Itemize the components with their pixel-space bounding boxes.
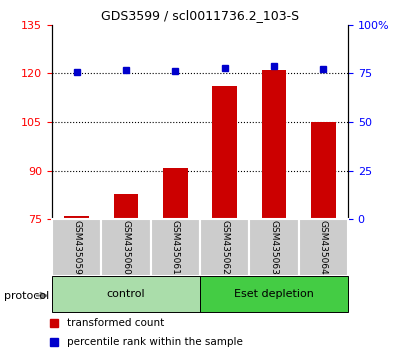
Bar (311, 122, 336, 219)
Text: GSM435060: GSM435060 (122, 220, 130, 275)
Bar (299, 219, 348, 276)
Text: GSM435061: GSM435061 (171, 220, 180, 275)
Text: percentile rank within the sample: percentile rank within the sample (67, 337, 243, 347)
Bar (114, 194, 138, 219)
Bar (151, 219, 200, 276)
Text: GSM435062: GSM435062 (220, 221, 229, 275)
Text: Eset depletion: Eset depletion (234, 289, 314, 299)
Bar (163, 167, 188, 219)
Text: transformed count: transformed count (67, 318, 164, 329)
Bar (249, 219, 299, 276)
Bar (262, 70, 286, 219)
Bar (200, 276, 348, 312)
Text: GSM435063: GSM435063 (270, 220, 278, 275)
Bar (52, 219, 101, 276)
Text: control: control (107, 289, 145, 299)
Title: GDS3599 / scl0011736.2_103-S: GDS3599 / scl0011736.2_103-S (101, 9, 299, 22)
Bar (101, 219, 151, 276)
Text: protocol: protocol (4, 291, 49, 301)
Bar (64, 216, 89, 219)
Text: GSM435064: GSM435064 (319, 221, 328, 275)
Bar (52, 276, 200, 312)
Text: GSM435059: GSM435059 (72, 220, 81, 275)
Bar (212, 86, 237, 219)
Bar (200, 219, 249, 276)
